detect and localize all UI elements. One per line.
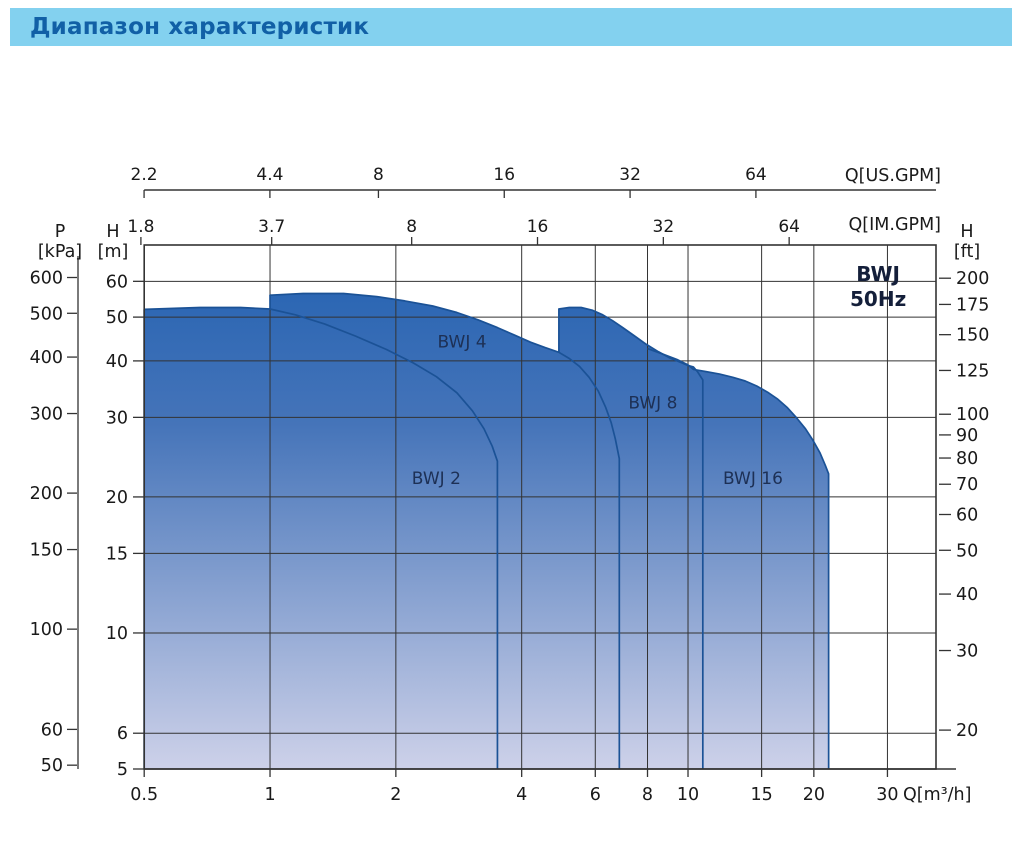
tick-label-ft-175: 175 (956, 295, 989, 315)
tick-label-im-8: 8 (406, 217, 417, 237)
tick-label-ft-150: 150 (956, 326, 989, 346)
tick-label-q-20: 20 (803, 785, 825, 805)
tick-label-q-6: 6 (590, 785, 601, 805)
tick-label-hm-6: 6 (117, 724, 128, 744)
page-title: Диапазон характеристик (30, 14, 370, 40)
tick-label-hm-30: 30 (106, 408, 128, 428)
tick-label-q-10: 10 (677, 785, 699, 805)
tick-label-ft-30: 30 (956, 642, 978, 662)
tick-label-us-4.4: 4.4 (256, 165, 283, 185)
tick-label-kpa-500: 500 (30, 304, 63, 324)
curve-bwj-4 (269, 292, 621, 770)
chart-model-label: BWJ (856, 262, 900, 286)
tick-label-q-2: 2 (390, 785, 401, 805)
tick-label-kpa-150: 150 (30, 541, 63, 561)
axis-title-kpa: [kPa] (38, 242, 82, 262)
tick-label-q-4: 4 (516, 785, 527, 805)
tick-label-us-32: 32 (619, 165, 641, 185)
axis-title-p: P (55, 222, 66, 242)
tick-label-us-64: 64 (745, 165, 767, 185)
header-bar: Диапазон характеристик (10, 8, 1012, 46)
tick-label-hm-60: 60 (106, 272, 128, 292)
tick-label-ft-125: 125 (956, 361, 989, 381)
tick-label-q-15: 15 (750, 785, 772, 805)
series-label-bwj-8: BWJ 8 (628, 393, 677, 413)
tick-label-kpa-60: 60 (41, 720, 63, 740)
tick-label-kpa-200: 200 (30, 484, 63, 504)
tick-label-kpa-400: 400 (30, 348, 63, 368)
tick-label-ft-20: 20 (956, 721, 978, 741)
tick-label-hm-5: 5 (117, 760, 128, 780)
tick-label-us-2.2: 2.2 (131, 165, 158, 185)
tick-label-kpa-100: 100 (30, 620, 63, 640)
axis-title-h-right: H (960, 222, 973, 242)
axis-title-h: H (106, 222, 119, 242)
tick-label-hm-20: 20 (106, 488, 128, 508)
tick-label-ft-40: 40 (956, 585, 978, 605)
axis-title-us-gpm: Q[US.GPM] (845, 166, 941, 186)
tick-label-us-8: 8 (373, 165, 384, 185)
tick-label-ft-200: 200 (956, 269, 989, 289)
tick-label-us-16: 16 (493, 165, 515, 185)
tick-label-hm-40: 40 (106, 352, 128, 372)
region-bwj-4 (270, 293, 620, 769)
tick-label-ft-60: 60 (956, 505, 978, 525)
tick-label-im-1.8: 1.8 (127, 217, 154, 237)
tick-label-hm-15: 15 (106, 544, 128, 564)
tick-label-hm-10: 10 (106, 624, 128, 644)
axis-title-im-gpm: Q[IM.GPM] (849, 215, 941, 235)
tick-label-q-0.5: 0.5 (130, 785, 158, 805)
curve-bwj-2 (144, 306, 499, 770)
tick-label-kpa-300: 300 (30, 405, 63, 425)
tick-label-ft-70: 70 (956, 475, 978, 495)
tick-label-im-16: 16 (527, 217, 549, 237)
tick-label-kpa-600: 600 (30, 269, 63, 289)
tick-label-im-64: 64 (778, 217, 800, 237)
series-label-bwj-4: BWJ 4 (437, 332, 486, 352)
series-label-bwj-2: BWJ 2 (412, 469, 461, 489)
chart-frequency-label: 50Hz (850, 287, 906, 311)
curve-bwj-16 (647, 347, 830, 770)
tick-label-q-30: 30 (876, 785, 898, 805)
axis-title-m: [m] (98, 242, 129, 262)
tick-label-q-8: 8 (642, 785, 653, 805)
region-bwj-16 (647, 348, 829, 769)
tick-label-kpa-50: 50 (41, 756, 63, 776)
tick-label-q-1: 1 (264, 785, 275, 805)
axis-title-q-m3h: Q[m³/h] (903, 785, 971, 805)
tick-label-im-3.7: 3.7 (258, 217, 285, 237)
tick-label-hm-50: 50 (106, 308, 128, 328)
tick-label-ft-50: 50 (956, 541, 978, 561)
tick-label-im-32: 32 (653, 217, 675, 237)
curve-bwj-8 (558, 306, 704, 770)
tick-label-ft-100: 100 (956, 405, 989, 425)
series-label-bwj-16: BWJ 16 (723, 469, 783, 489)
tick-label-ft-90: 90 (956, 426, 978, 446)
tick-label-ft-80: 80 (956, 449, 978, 469)
axis-title-ft: [ft] (954, 242, 980, 262)
